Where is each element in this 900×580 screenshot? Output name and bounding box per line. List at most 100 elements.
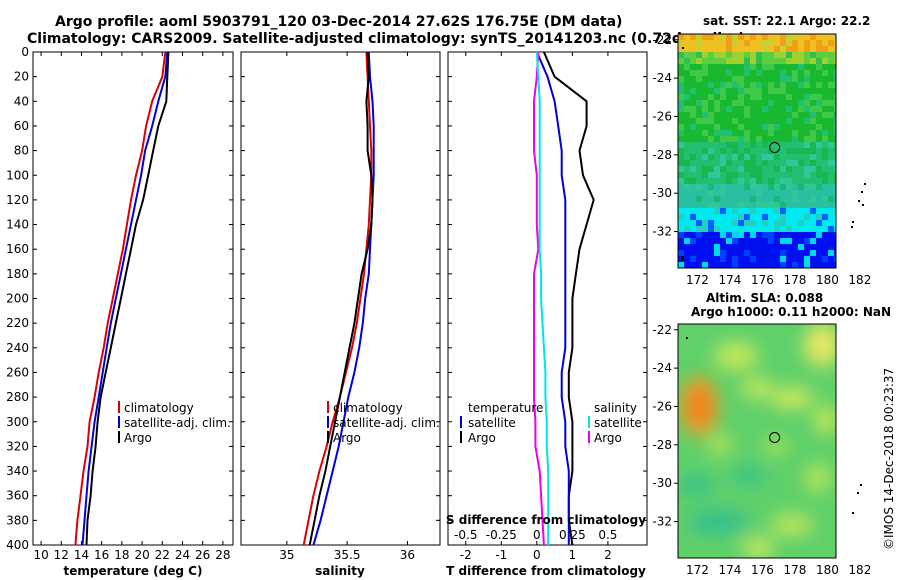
sst-map-title: sat. SST: 22.1 Argo: 22.2 [703, 14, 870, 28]
s-satellite-line [535, 52, 550, 545]
sla-islands [686, 337, 862, 514]
salinity-panel-frame [240, 51, 441, 546]
depth-tick-label: 20 [14, 70, 29, 84]
depth-tick-label: 220 [6, 316, 29, 330]
s-difference-axis-label: S difference from climatology [446, 513, 646, 527]
salinity-legend: climatology satellite-adj. clim. Argo [327, 401, 440, 445]
lon-tick-label: 176 [751, 273, 774, 287]
x-tick-label: 20 [134, 548, 149, 562]
lat-tick-label: -26 [652, 399, 672, 413]
lon-tick-label: 172 [686, 563, 709, 577]
difference-lines [533, 52, 595, 545]
depth-tick-label: 120 [6, 193, 29, 207]
t-argo-line [542, 52, 595, 545]
argo-line [85, 52, 170, 545]
difference-x-ticks: -2 -1 0 1 2 -0.5 -0.25 0 0.25 0.5 [448, 51, 647, 562]
lon-tick-label: 182 [848, 563, 871, 577]
lon-tick-label: 180 [816, 563, 839, 577]
depth-tick-label: 360 [6, 489, 29, 503]
argo-line [308, 52, 374, 545]
x-tick-label: 14 [74, 548, 89, 562]
t-satellite-line [535, 52, 570, 545]
lat-tick-label: -24 [652, 71, 672, 85]
legend-t-satellite: satellite [468, 416, 516, 430]
lat-tick-label: -32 [652, 225, 672, 239]
x-tick-label: 12 [54, 548, 69, 562]
lat-tick-label: -28 [652, 438, 672, 452]
depth-tick-label: 140 [6, 218, 29, 232]
sst-map-ticks: 172 174 176 178 180 182 -22 -24 -26 -28 -30 -32 [652, 33, 871, 287]
depth-tick-label: 40 [14, 94, 29, 108]
depth-axis: 0 20 40 60 80 100 120 140 160 180 200 220 240 260 280 3… [6, 45, 29, 552]
legend-climatology-s: climatology [333, 401, 403, 415]
sla-map-frame [677, 323, 837, 559]
s-tick-label: 0.25 [559, 528, 586, 542]
s-argo-line [533, 52, 545, 545]
lon-tick-label: 172 [686, 273, 709, 287]
depth-tick-label: 320 [6, 439, 29, 453]
salinity-lines [302, 52, 375, 545]
satellite-adj-line [81, 52, 169, 545]
legend-salinity-title: salinity [594, 401, 637, 415]
x-tick-label: 35.5 [334, 548, 361, 562]
lat-tick-label: -32 [652, 515, 672, 529]
legend-s-satellite: satellite [594, 416, 642, 430]
lat-tick-label: -22 [652, 33, 672, 47]
lat-tick-label: -22 [652, 323, 672, 337]
x-tick-label: 24 [175, 548, 190, 562]
lon-tick-label: 178 [783, 273, 806, 287]
x-tick-label: 18 [114, 548, 129, 562]
sst-heatmap [678, 34, 836, 268]
depth-tick-label: 340 [6, 464, 29, 478]
satellite-adj-line [312, 52, 375, 545]
x-tick-label: 36 [400, 548, 415, 562]
depth-tick-label: 100 [6, 168, 29, 182]
sst-islands [681, 47, 866, 261]
x-tick-label: -2 [460, 548, 472, 562]
credit-label: ©IMOS 14-Dec-2018 00:23:37 [882, 368, 896, 550]
s-tick-label: -0.25 [486, 528, 517, 542]
depth-tick-label: 0 [21, 45, 29, 59]
legend-argo-s: Argo [333, 431, 361, 445]
x-tick-label: 10 [33, 548, 48, 562]
legend-satellite-adj: satellite-adj. clim. [124, 416, 231, 430]
depth-tick-label: 280 [6, 390, 29, 404]
x-tick-label: 28 [215, 548, 230, 562]
legend-satellite-adj-s: satellite-adj. clim. [333, 416, 440, 430]
figure-title-line1: Argo profile: aoml 5903791_120 03-Dec-20… [55, 14, 622, 30]
lat-tick-label: -30 [652, 186, 672, 200]
x-tick-label: 1 [569, 548, 577, 562]
x-tick-label: 26 [195, 548, 210, 562]
s-tick-label: 0 [533, 528, 541, 542]
sla-map-title: Altim. SLA: 0.088 [706, 291, 823, 305]
legend-temperature-title: temperature [468, 401, 543, 415]
sla-map-subtitle: Argo h1000: 0.11 h2000: NaN [691, 305, 891, 319]
temperature-panel-frame [32, 51, 234, 546]
x-tick-label: 0 [533, 548, 541, 562]
depth-tick-label: 240 [6, 341, 29, 355]
figure-title-line2: Climatology: CARS2009. Satellite-adjuste… [27, 31, 745, 47]
temperature-lines [74, 52, 170, 545]
temperature-legend: climatology satellite-adj. clim. Argo [118, 401, 231, 445]
sst-argo-marker [769, 142, 781, 154]
s-tick-label: 0.5 [598, 528, 617, 542]
salinity-x-ticks: 35 35.5 36 [241, 51, 440, 562]
legend-argo: Argo [124, 431, 152, 445]
depth-tick-label: 300 [6, 415, 29, 429]
temperature-x-ticks: 10 12 14 16 18 20 22 24 26 28 [33, 51, 233, 562]
difference-legend: temperature satellite Argo salinity sate… [460, 401, 642, 445]
climatology-line [74, 52, 167, 545]
sst-map-frame [677, 33, 837, 269]
lon-tick-label: 174 [719, 273, 742, 287]
depth-tick-label: 180 [6, 267, 29, 281]
lat-tick-label: -30 [652, 476, 672, 490]
sla-heatmap [678, 324, 836, 558]
t-difference-axis-label: T difference from climatology [446, 564, 646, 578]
lat-tick-label: -24 [652, 361, 672, 375]
lon-tick-label: 180 [816, 273, 839, 287]
sla-argo-marker [769, 432, 781, 444]
climatology-line [302, 52, 373, 545]
s-tick-label: -0.5 [454, 528, 477, 542]
depth-tick-label: 260 [6, 365, 29, 379]
depth-tick-label: 160 [6, 242, 29, 256]
